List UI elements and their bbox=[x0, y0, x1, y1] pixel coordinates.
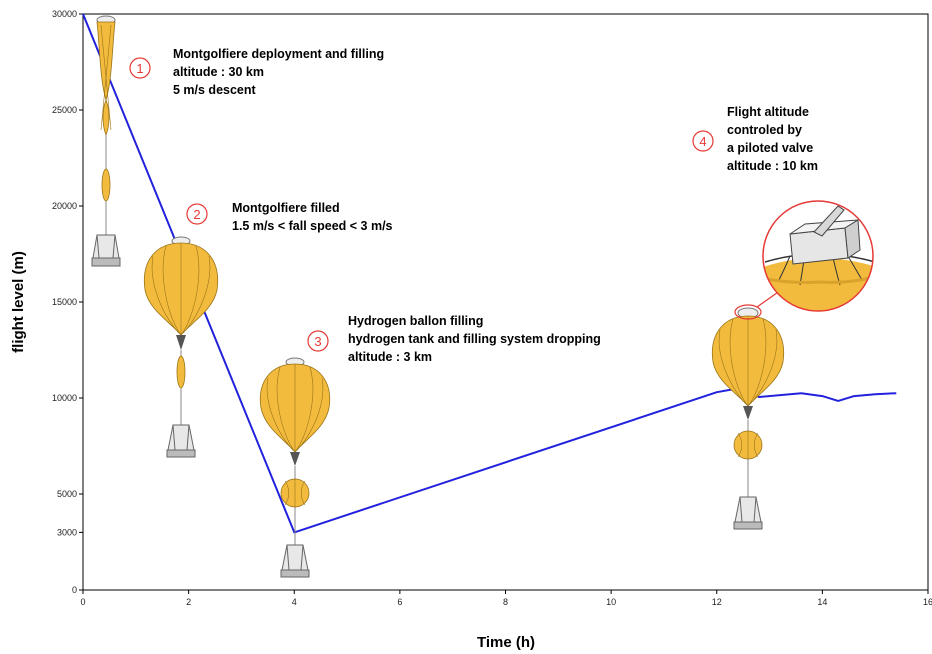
svg-text:3: 3 bbox=[314, 334, 321, 349]
hydrogen-balloon-icon bbox=[259, 357, 331, 578]
x-tick-label: 10 bbox=[606, 597, 616, 607]
step-marker-2: 2 bbox=[186, 203, 208, 225]
annotation-2: Montgolfiere filled 1.5 m/s < fall speed… bbox=[232, 201, 393, 233]
y-tick-label: 20000 bbox=[52, 201, 77, 211]
x-tick-label: 8 bbox=[503, 597, 508, 607]
y-tick-label: 10000 bbox=[52, 393, 77, 403]
svg-text:altitude : 3 km: altitude : 3 km bbox=[348, 350, 432, 364]
x-tick-label: 4 bbox=[292, 597, 297, 607]
x-tick-label: 14 bbox=[817, 597, 827, 607]
y-axis-title: flight level (m) bbox=[10, 251, 27, 353]
step-marker-3: 3 bbox=[307, 330, 329, 352]
annotation-3: Hydrogen ballon filling hydrogen tank an… bbox=[348, 314, 601, 364]
svg-text:Montgolfiere filled: Montgolfiere filled bbox=[232, 201, 340, 215]
svg-text:Flight altitude: Flight altitude bbox=[727, 105, 809, 119]
svg-text:2: 2 bbox=[193, 207, 200, 222]
x-tick-label: 12 bbox=[712, 597, 722, 607]
filled-montgolfiere-icon bbox=[143, 236, 219, 458]
svg-text:Hydrogen ballon filling: Hydrogen ballon filling bbox=[348, 314, 483, 328]
valve-closeup-icon bbox=[762, 200, 874, 312]
annotation-4: Flight altitude controled by a piloted v… bbox=[727, 105, 818, 173]
flight-level-line bbox=[82, 13, 897, 534]
y-tick-label: 5000 bbox=[57, 489, 77, 499]
svg-text:1: 1 bbox=[136, 61, 143, 76]
x-axis-ticks: 0 2 4 6 8 10 12 14 16 bbox=[80, 590, 932, 607]
svg-text:4: 4 bbox=[699, 134, 706, 149]
y-tick-label: 3000 bbox=[57, 527, 77, 537]
svg-text:a piloted valve: a piloted valve bbox=[727, 141, 813, 155]
x-axis-title: Time (h) bbox=[477, 634, 535, 651]
y-tick-label: 25000 bbox=[52, 105, 77, 115]
svg-text:5 m/s descent: 5 m/s descent bbox=[173, 83, 257, 97]
svg-text:1.5 m/s < fall speed < 3 m/s: 1.5 m/s < fall speed < 3 m/s bbox=[232, 219, 393, 233]
step-marker-1: 1 bbox=[129, 57, 151, 79]
x-tick-label: 0 bbox=[80, 597, 85, 607]
svg-text:altitude : 30 km: altitude : 30 km bbox=[173, 65, 264, 79]
x-tick-label: 6 bbox=[397, 597, 402, 607]
annotation-1: Montgolfiere deployment and filling alti… bbox=[173, 47, 384, 97]
piloted-valve-balloon-icon bbox=[711, 289, 785, 530]
svg-text:altitude : 10 km: altitude : 10 km bbox=[727, 159, 818, 173]
svg-text:hydrogen tank and filling syst: hydrogen tank and filling system droppin… bbox=[348, 332, 601, 346]
deploying-montgolfiere-icon bbox=[91, 15, 121, 267]
x-tick-label: 16 bbox=[923, 597, 932, 607]
y-tick-label: 15000 bbox=[52, 297, 77, 307]
y-axis-ticks: 0 3000 5000 10000 15000 20000 25000 30000 bbox=[52, 9, 83, 595]
svg-text:Montgolfiere deployment and fi: Montgolfiere deployment and filling bbox=[173, 47, 384, 61]
svg-text:controled by: controled by bbox=[727, 123, 802, 137]
step-marker-4: 4 bbox=[692, 130, 714, 152]
y-tick-label: 0 bbox=[72, 585, 77, 595]
y-tick-label: 30000 bbox=[52, 9, 77, 19]
x-tick-label: 2 bbox=[186, 597, 191, 607]
